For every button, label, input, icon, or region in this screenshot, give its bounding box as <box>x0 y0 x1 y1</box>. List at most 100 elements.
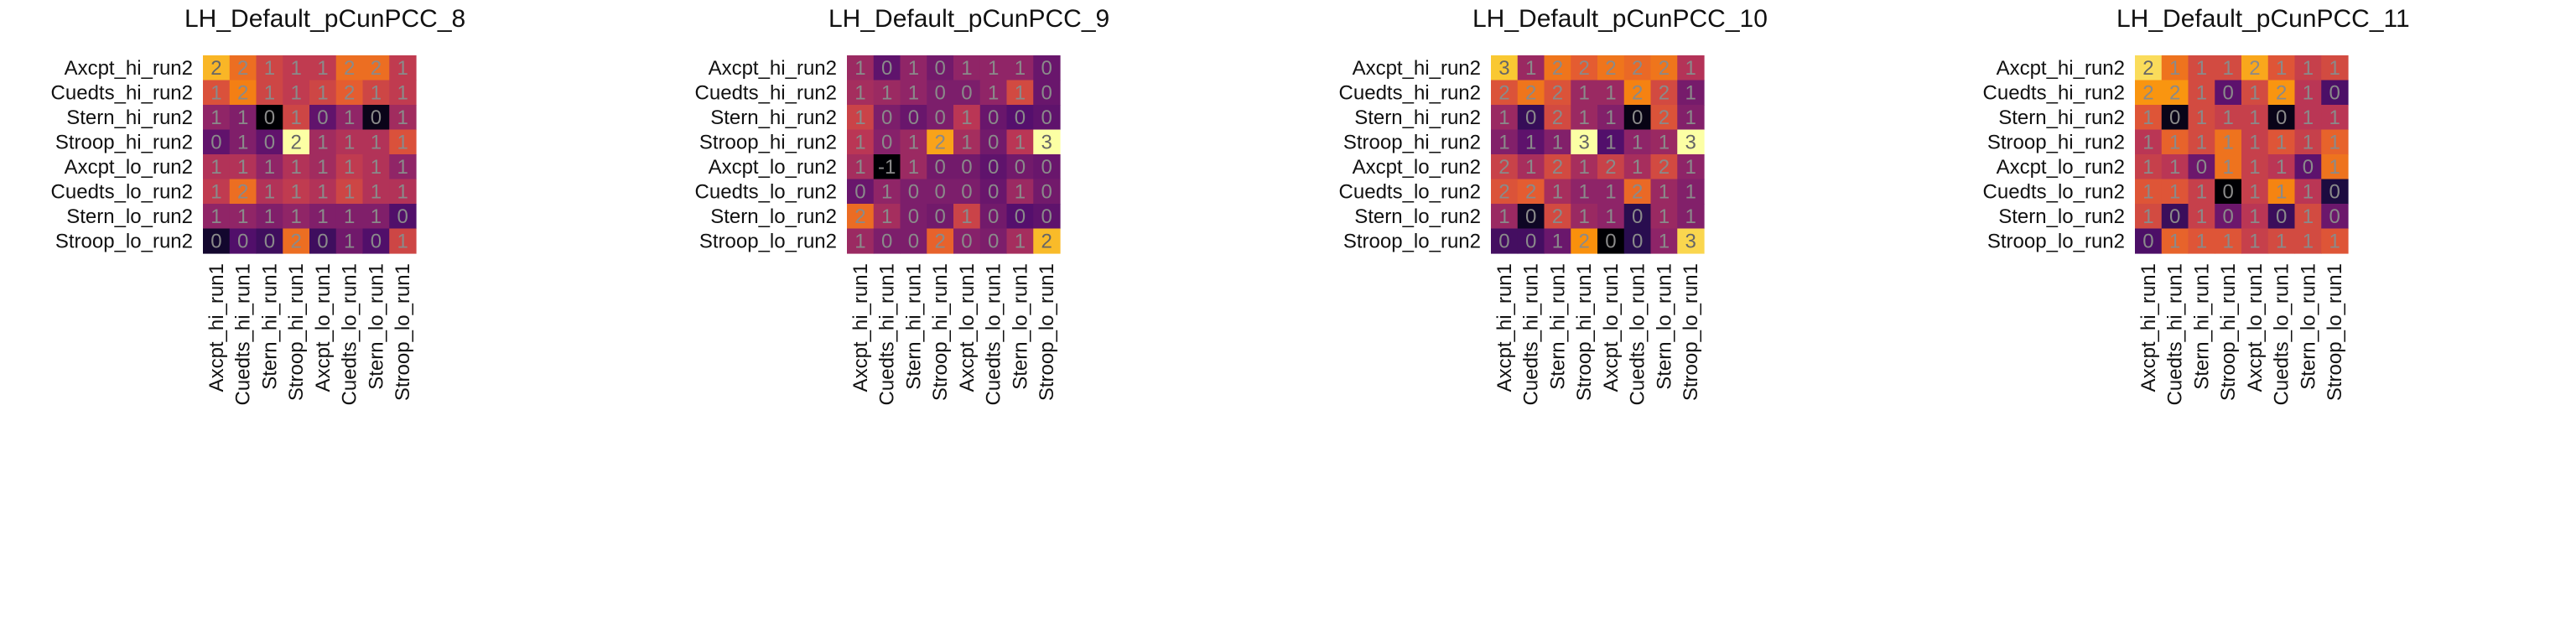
heatmap-cell <box>256 129 283 155</box>
col-tick-label: Stroop_hi_run1 <box>285 263 308 401</box>
cell-value-label: 1 <box>1685 156 1696 179</box>
heatmap-cell <box>309 228 337 254</box>
cell-value-label: 0 <box>1015 106 1026 129</box>
heatmap-cell <box>2135 204 2163 230</box>
row-tick-label: Stroop_lo_run2 <box>1987 230 2125 252</box>
cell-value-label: 0 <box>1632 230 1643 252</box>
heatmap-cell <box>2161 80 2189 106</box>
cell-value-label: 1 <box>237 156 248 179</box>
cell-value-label: 1 <box>961 57 972 80</box>
cell-value-label: 2 <box>1041 230 1052 252</box>
heatmap-cell <box>2215 154 2242 180</box>
cell-value-label: 1 <box>2303 131 2314 153</box>
cell-value-label: 2 <box>1605 57 1616 80</box>
cell-value-label: 1 <box>2276 156 2287 179</box>
cell-value-label: 1 <box>1552 180 1563 203</box>
cell-value-label: 1 <box>397 180 408 203</box>
cell-value-label: 1 <box>908 131 919 153</box>
row-tick-label: Stern_lo_run2 <box>1354 205 1481 228</box>
cell-value-label: 0 <box>2169 106 2180 129</box>
cell-value-label: 2 <box>237 57 248 80</box>
heatmap-cell <box>1517 154 1545 180</box>
col-tick-label: Stroop_hi_run1 <box>2217 263 2240 401</box>
heatmap-cell <box>1006 154 1034 180</box>
panel-title: LH_Default_pCunPCC_10 <box>1472 5 1768 33</box>
heatmap-cell <box>1597 55 1625 81</box>
heatmap-cell <box>1544 55 1571 81</box>
heatmap-cell <box>900 80 927 106</box>
heatmap-cell <box>283 204 310 230</box>
col-tick-label: Axcpt_lo_run1 <box>956 263 979 392</box>
heatmap-cell <box>1650 154 1678 180</box>
row-tick-label: Axcpt_lo_run2 <box>1353 156 1481 179</box>
cell-value-label: 1 <box>317 81 328 104</box>
cell-value-label: 2 <box>1659 57 1670 80</box>
heatmap-cell <box>203 129 231 155</box>
heatmap-cell <box>2161 179 2189 205</box>
cell-value-label: 2 <box>237 180 248 203</box>
heatmap-cell <box>873 55 901 81</box>
cell-value-label: 1 <box>1552 230 1563 252</box>
heatmap-cell <box>1571 154 1598 180</box>
row-tick-label: Cuedts_lo_run2 <box>51 180 193 203</box>
cell-value-label: 1 <box>2249 156 2260 179</box>
cell-value-label: 0 <box>881 106 892 129</box>
cell-value-label: 1 <box>344 106 355 129</box>
cell-value-label: 1 <box>1498 205 1509 228</box>
cell-value-label: 1 <box>344 205 355 228</box>
heatmap-cell <box>362 80 390 106</box>
cell-value-label: 0 <box>1041 57 1052 80</box>
cell-value-label: 0 <box>317 106 328 129</box>
cell-value-label: 1 <box>290 180 301 203</box>
heatmap-cell <box>1517 228 1545 254</box>
cell-value-label: 0 <box>317 230 328 252</box>
cell-value-label: 1 <box>908 156 919 179</box>
cell-value-label: 1 <box>2329 230 2340 252</box>
heatmap-cell <box>2294 129 2322 155</box>
cell-value-label: 2 <box>1632 57 1643 80</box>
heatmap-cell <box>1033 55 1061 81</box>
heatmap-cell <box>2321 154 2349 180</box>
cell-value-label: 1 <box>2303 57 2314 80</box>
heatmap-cell <box>1677 105 1705 131</box>
cell-value-label: 0 <box>264 106 275 129</box>
heatmap-cell <box>1544 129 1571 155</box>
cell-value-label: 1 <box>317 205 328 228</box>
heatmap-cell <box>1544 154 1571 180</box>
cell-value-label: 1 <box>264 57 275 80</box>
heatmap-cell <box>389 204 417 230</box>
heatmap-cell <box>953 154 981 180</box>
cell-value-label: 2 <box>1632 180 1643 203</box>
heatmap-cell <box>1033 179 1061 205</box>
heatmap-cell <box>2294 55 2322 81</box>
heatmap-cell <box>256 228 283 254</box>
heatmap-cell <box>203 204 231 230</box>
cell-value-label: 1 <box>1578 106 1589 129</box>
cell-value-label: 1 <box>2196 57 2207 80</box>
cell-value-label: 0 <box>988 131 999 153</box>
cell-value-label: 1 <box>397 156 408 179</box>
heatmap-cell <box>900 154 927 180</box>
heatmap-cell <box>1033 105 1061 131</box>
heatmap-cell <box>283 154 310 180</box>
cell-value-label: 1 <box>881 180 892 203</box>
heatmap-svg: 1 0 1 0 1 1 1 01 1 1 0 0 1 1 01 0 0 0 1 0 0 01 0 1 2 1 0 1 31 -1 1 0 0 0 0… <box>695 55 1061 405</box>
heatmap-svg: 3 1 2 2 2 2 2 12 2 2 1 1 2 2 11 0 2 1 1 0 2 11 1 1 3 1 1 1 32 1 2 1 2 1 2 1… <box>1339 55 1705 405</box>
cell-value-label: 0 <box>988 180 999 203</box>
heatmap-cell <box>283 228 310 254</box>
cell-value-label: 0 <box>1632 106 1643 129</box>
col-tick-label: Axcpt_lo_run1 <box>1600 263 1623 392</box>
cell-value-label: 1 <box>397 230 408 252</box>
row-tick-label: Axcpt_hi_run2 <box>1997 57 2125 80</box>
heatmap-cell <box>1623 154 1652 180</box>
heatmap-cell <box>203 55 231 81</box>
cell-value-label: 1 <box>1015 57 1026 80</box>
heatmap-cell <box>309 129 337 155</box>
heatmap-cell <box>1571 228 1598 254</box>
heatmap-cell <box>2267 55 2296 81</box>
cell-value-label: 2 <box>1525 180 1536 203</box>
heatmap-cell <box>2215 55 2242 81</box>
heatmap-cell <box>1597 204 1625 230</box>
cell-value-label: 1 <box>2249 81 2260 104</box>
heatmap-cell <box>1623 179 1652 205</box>
